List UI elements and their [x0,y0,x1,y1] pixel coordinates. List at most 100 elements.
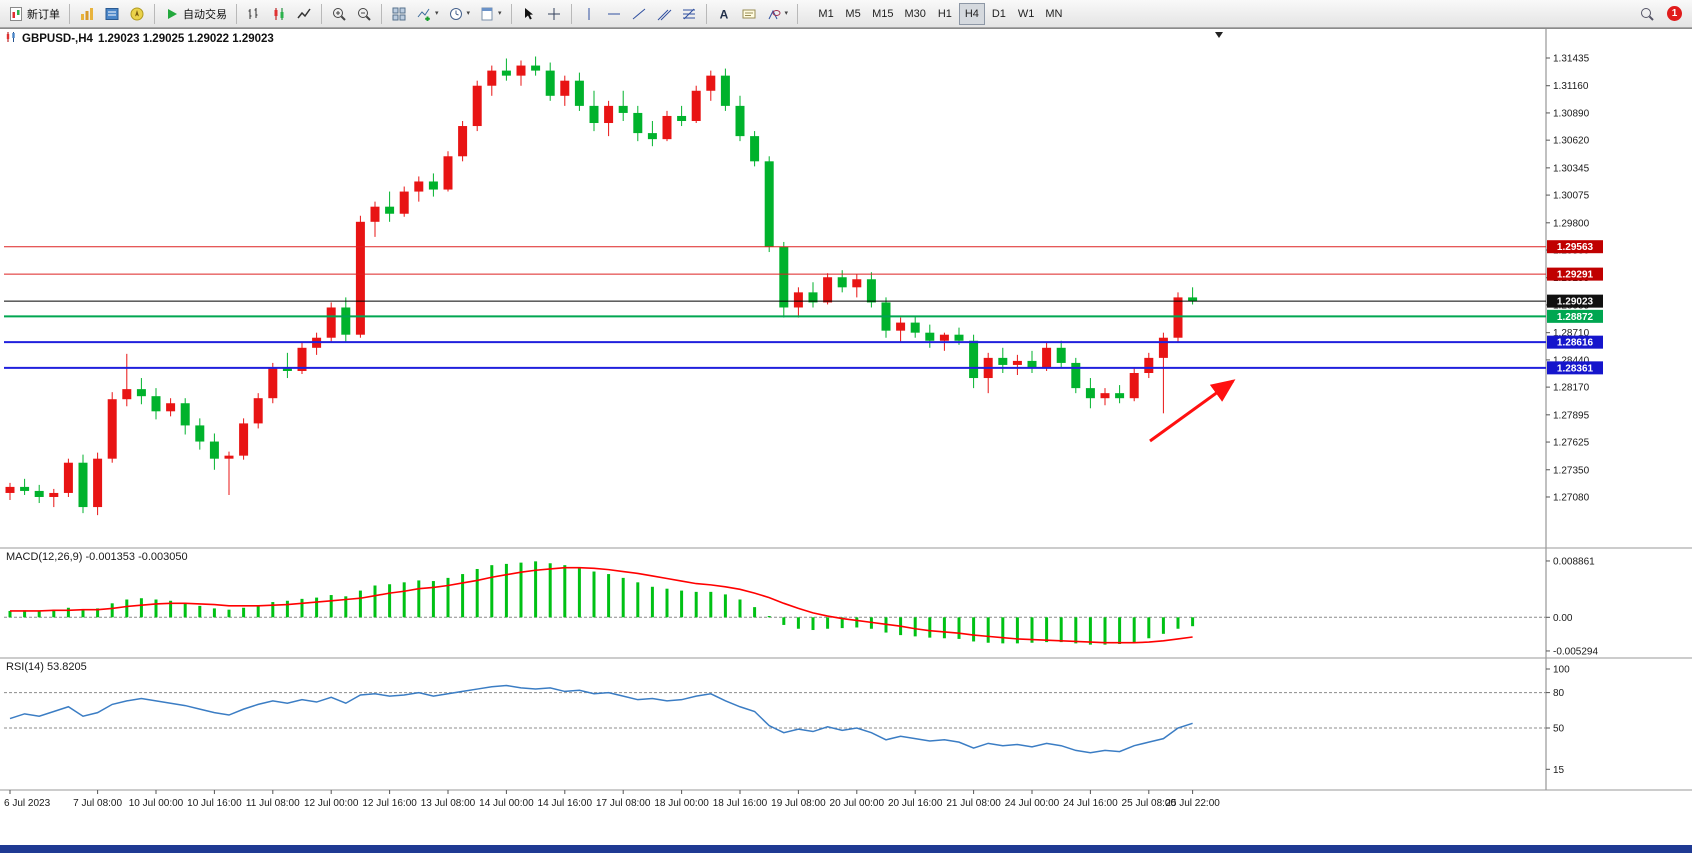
autotrading-button[interactable]: 自动交易 [160,2,231,26]
trendline-icon [631,6,647,22]
channel-tool-button[interactable] [652,2,676,26]
chart-title: GBPUSD-,H4 1.29023 1.29025 1.29022 1.290… [5,31,274,46]
shift-marker-icon[interactable] [1215,32,1223,38]
candles [5,56,1198,516]
candle-body [297,347,307,371]
rsi-title: RSI(14) [6,661,44,673]
tab-timeframe-h1[interactable]: H1 [932,3,958,25]
svg-text:80: 80 [1553,688,1565,699]
svg-text:50: 50 [1553,724,1565,735]
zoom-in-button[interactable] [327,2,351,26]
candle-body [268,367,278,399]
tab-timeframe-w1[interactable]: W1 [1013,3,1040,25]
market-watch-button[interactable] [75,2,99,26]
candle-body [604,105,614,124]
candle-body [706,75,716,91]
svg-text:14 Jul 00:00: 14 Jul 00:00 [479,798,534,809]
tab-timeframe-d1[interactable]: D1 [986,3,1012,25]
candle-body [852,279,862,288]
candle-body [385,206,395,214]
svg-text:1.28170: 1.28170 [1553,383,1590,394]
candle-body [122,389,132,400]
svg-text:20 Jul 16:00: 20 Jul 16:00 [888,798,943,809]
candle-body [1042,347,1052,368]
chart-window[interactable]: 1.31435 1.31160 1.30890 1.30620 1.30345 1.300… [0,28,1692,845]
candle-body [662,115,672,140]
svg-text:0.008861: 0.008861 [1553,556,1595,567]
templates-button[interactable]: ▾ [475,2,506,26]
navigator-button[interactable] [125,2,149,26]
new-order-button[interactable]: 新订单 [4,2,64,26]
chart-canvas[interactable]: 1.31435 1.31160 1.30890 1.30620 1.30345 1.300… [0,29,1692,819]
candle-body [823,277,833,303]
tab-timeframe-m1[interactable]: M1 [813,3,839,25]
svg-text:12 Jul 00:00: 12 Jul 00:00 [304,798,359,809]
candle-body [1115,393,1125,399]
shapes-tool-button[interactable]: ▾ [762,2,793,26]
toolbar-separator [236,3,237,24]
candle-body [282,367,292,371]
chevron-down-icon: ▾ [435,10,439,17]
new-order-icon [8,6,24,22]
templates-icon [479,6,495,22]
toolbar-separator [154,3,155,24]
fibonacci-tool-button[interactable] [677,2,701,26]
toolbar-right-group: 1 [1635,2,1688,26]
candle-body [1158,337,1168,358]
tab-timeframe-m5[interactable]: M5 [840,3,866,25]
svg-text:1.27350: 1.27350 [1553,465,1590,476]
cursor-tool-button[interactable] [517,2,541,26]
candle-body [954,334,964,341]
svg-text:1.28440: 1.28440 [1553,355,1590,366]
horizontal-price-lines: 1.29563 1.29291 1.29023 1.28872 1.28616 1.283… [4,240,1603,375]
chart-ohlc-quotes: 1.29023 1.29025 1.29022 1.29023 [97,32,274,45]
indicators-button[interactable]: ▾ [412,2,443,26]
vertical-line-icon [581,6,597,22]
candle-body [1027,360,1037,368]
toolbar-separator [510,3,512,24]
macd-value-signal: -0.003050 [138,551,188,563]
trendline-tool-button[interactable] [627,2,651,26]
candle-body [837,277,847,288]
text-label-tool-button[interactable] [737,2,761,26]
data-window-button[interactable] [100,2,124,26]
tab-timeframe-h4[interactable]: H4 [958,2,985,25]
zoom-out-button[interactable] [352,2,376,26]
tab-timeframe-m30[interactable]: M30 [899,3,930,25]
candle-body [750,136,760,162]
candle-body [107,399,117,459]
candle-body [691,90,701,121]
channel-icon [656,6,672,22]
svg-text:24 Jul 00:00: 24 Jul 00:00 [1005,798,1060,809]
crosshair-tool-button[interactable] [542,2,566,26]
candle-body [487,70,497,86]
search-button[interactable] [1635,2,1659,26]
notification-badge[interactable]: 1 [1667,6,1682,21]
horizontal-line-tool-button[interactable] [602,2,626,26]
candle-body [63,462,73,493]
timeframe-toolbar: M1 M5 M15 M30 H1 H4 D1 W1 MN [813,2,1067,25]
trend-arrow[interactable] [1149,379,1236,443]
svg-text:20 Jul 00:00: 20 Jul 00:00 [830,798,885,809]
svg-text:15: 15 [1553,765,1565,776]
price-line-badge [1547,335,1603,349]
candlestick-chart-button[interactable] [267,2,291,26]
bar-chart-button[interactable] [242,2,266,26]
candle-body [793,292,803,308]
text-label-icon [741,6,757,22]
line-chart-button[interactable] [292,2,316,26]
periods-button[interactable]: ▾ [444,2,475,26]
svg-text:1.29563: 1.29563 [1557,242,1594,253]
vertical-line-tool-button[interactable] [577,2,601,26]
candle-body [677,115,687,121]
candle-body [1188,297,1198,302]
toolbar-separator [69,3,70,24]
tile-windows-button[interactable] [387,2,411,26]
macd-value-main: -0.001353 [85,551,136,563]
svg-text:6 Jul 2023: 6 Jul 2023 [4,798,51,809]
tab-timeframe-mn[interactable]: MN [1040,3,1067,25]
tab-timeframe-m15[interactable]: M15 [867,3,898,25]
text-tool-button[interactable]: A [712,2,736,26]
time-axis[interactable]: 6 Jul 2023 7 Jul 08:00 10 Jul 00:00 10 Jul … [4,790,1220,809]
candle-body [326,307,336,338]
